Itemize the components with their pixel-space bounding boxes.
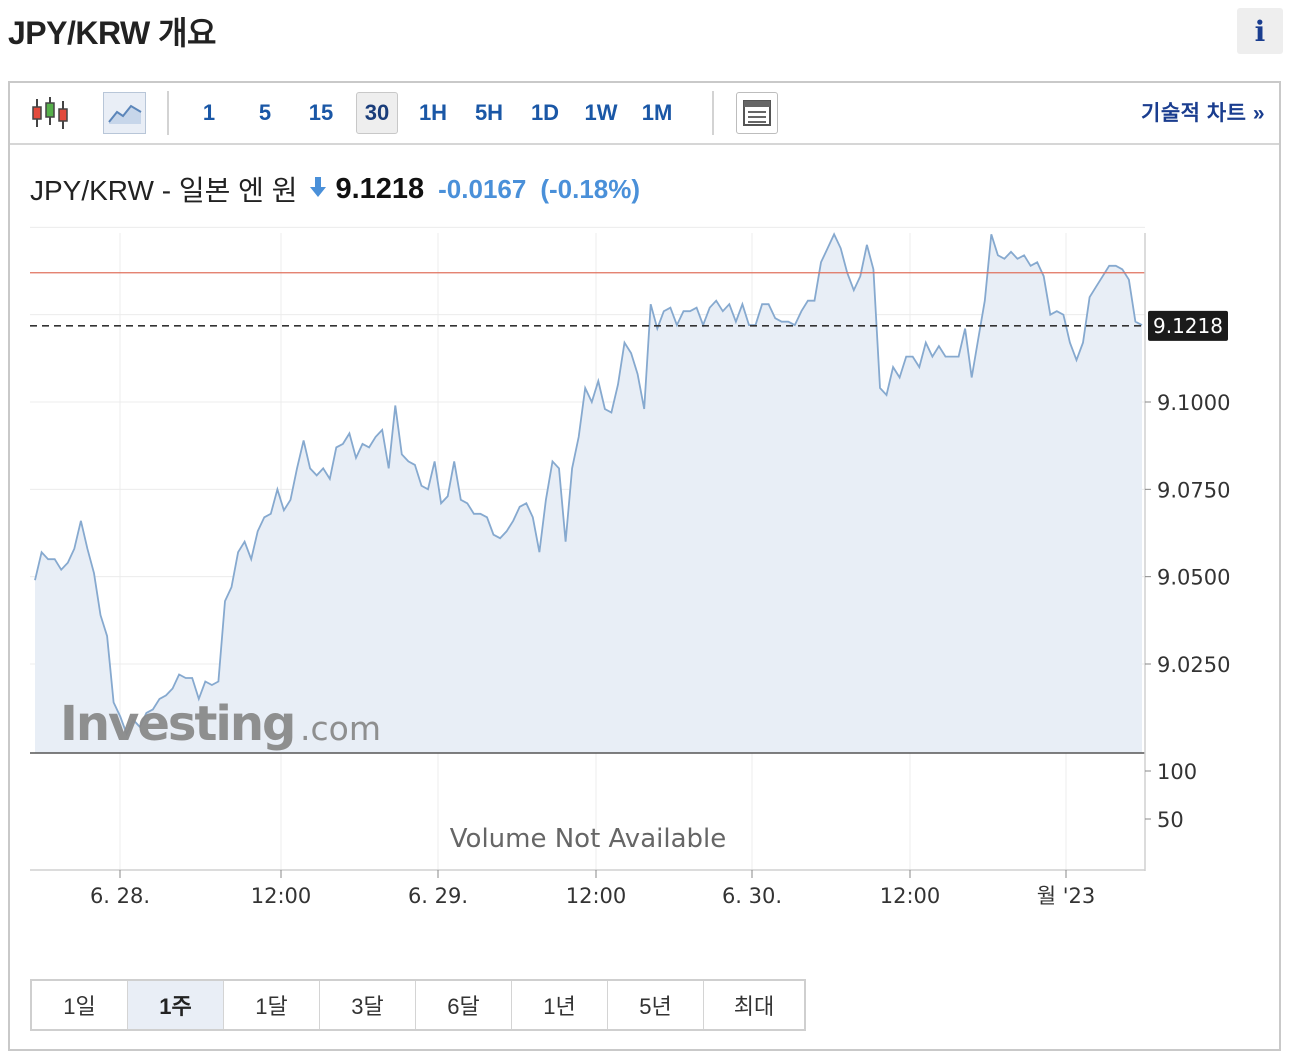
range-button-5[interactable]: 1년 — [512, 981, 608, 1029]
line-chart-icon[interactable] — [103, 92, 146, 134]
page-title: JPY/KRW 개요 — [8, 15, 217, 51]
price-line — [34, 232, 1143, 737]
range-button-1[interactable]: 1주 — [128, 981, 224, 1029]
x-tick-label-2: 6. 29. — [408, 884, 468, 908]
last-price: 9.1218 — [335, 172, 425, 205]
timeframe-5h[interactable]: 5H — [474, 100, 504, 125]
range-button-4[interactable]: 6달 — [416, 981, 512, 1029]
timeframe-1[interactable]: 1 — [202, 100, 216, 125]
x-tick-label-1: 12:00 — [251, 884, 312, 908]
x-tick-label-4: 6. 30. — [722, 884, 782, 908]
price-change: -0.0167 — [438, 173, 527, 204]
current-price-tag: 9.1218 — [1148, 310, 1228, 341]
range-button-3[interactable]: 3달 — [320, 981, 416, 1029]
watermark-suffix: .com — [300, 709, 381, 748]
candlestick-icon[interactable] — [28, 92, 72, 134]
table-view-icon[interactable] — [736, 92, 778, 134]
timeframe-1d[interactable]: 1D — [530, 100, 560, 125]
y-tick-label-1: 9.0750 — [1157, 478, 1230, 502]
info-button[interactable]: i — [1237, 8, 1283, 54]
range-button-2[interactable]: 1달 — [224, 981, 320, 1029]
y-tick-label-0: 9.1000 — [1157, 391, 1230, 415]
timeframe-30[interactable]: 30 — [356, 92, 398, 134]
arrow-down-icon — [309, 176, 327, 203]
price-change-percent: (-0.18%) — [540, 173, 641, 204]
timeframe-5[interactable]: 5 — [258, 100, 272, 125]
range-button-0[interactable]: 1일 — [32, 981, 128, 1029]
range-selector: 1일 1주 1달 3달 6달 1년 5년 최대 — [30, 979, 806, 1031]
x-tick-label-3: 12:00 — [566, 884, 627, 908]
chart-panel: 1 5 15 30 1H 5H 1D 1W 1M 기술적 차트 » JPY/KR… — [8, 81, 1281, 1051]
volume-tick-label-1: 50 — [1157, 808, 1184, 832]
timeframe-1m[interactable]: 1M — [641, 100, 673, 125]
timeframe-15[interactable]: 15 — [308, 100, 334, 125]
current-price-tag-bg — [1148, 310, 1228, 341]
toolbar-separator-2 — [712, 91, 714, 135]
x-axis: 6. 28. 12:00 6. 29. 12:00 6. 30. 12:00 월 '23 — [90, 870, 1095, 908]
toolbar-separator — [167, 91, 169, 135]
current-price-label: 9.1218 — [1153, 314, 1223, 338]
price-chart: Investing .com 9.10009.07509.05009.0250 … — [30, 226, 1230, 908]
technical-chart-link[interactable]: 기술적 차트 » — [1141, 102, 1265, 125]
range-button-7[interactable]: 최대 — [704, 981, 804, 1029]
x-tick-label-6: 월 '23 — [1037, 884, 1096, 908]
price-area-fill — [35, 234, 1142, 754]
investing-watermark: Investing .com — [60, 696, 381, 752]
pair-name: JPY/KRW - 일본 엔 원 — [30, 175, 298, 206]
quote-header: JPY/KRW - 일본 엔 원 9.1218 -0.0167 (-0.18%) — [30, 169, 640, 209]
volume-not-available: Volume Not Available — [450, 824, 726, 854]
x-tick-label-5: 12:00 — [880, 884, 941, 908]
chart-toolbar: 1 5 15 30 1H 5H 1D 1W 1M 기술적 차트 » — [10, 83, 1279, 145]
x-tick-label-0: 6. 28. — [90, 884, 150, 908]
watermark-text: Investing — [60, 696, 294, 752]
y-axis: 9.1000 9.0750 9.0500 9.0250 — [1145, 391, 1230, 677]
timeframe-1h[interactable]: 1H — [418, 100, 448, 125]
volume-tick-label-0: 100 — [1157, 760, 1197, 784]
y-tick-label-3: 9.0250 — [1157, 653, 1230, 677]
timeframe-1w[interactable]: 1W — [584, 100, 618, 125]
volume-axis: 100 50 — [1145, 760, 1197, 832]
y-tick-label-2: 9.0500 — [1157, 566, 1230, 590]
range-button-6[interactable]: 5년 — [608, 981, 704, 1029]
